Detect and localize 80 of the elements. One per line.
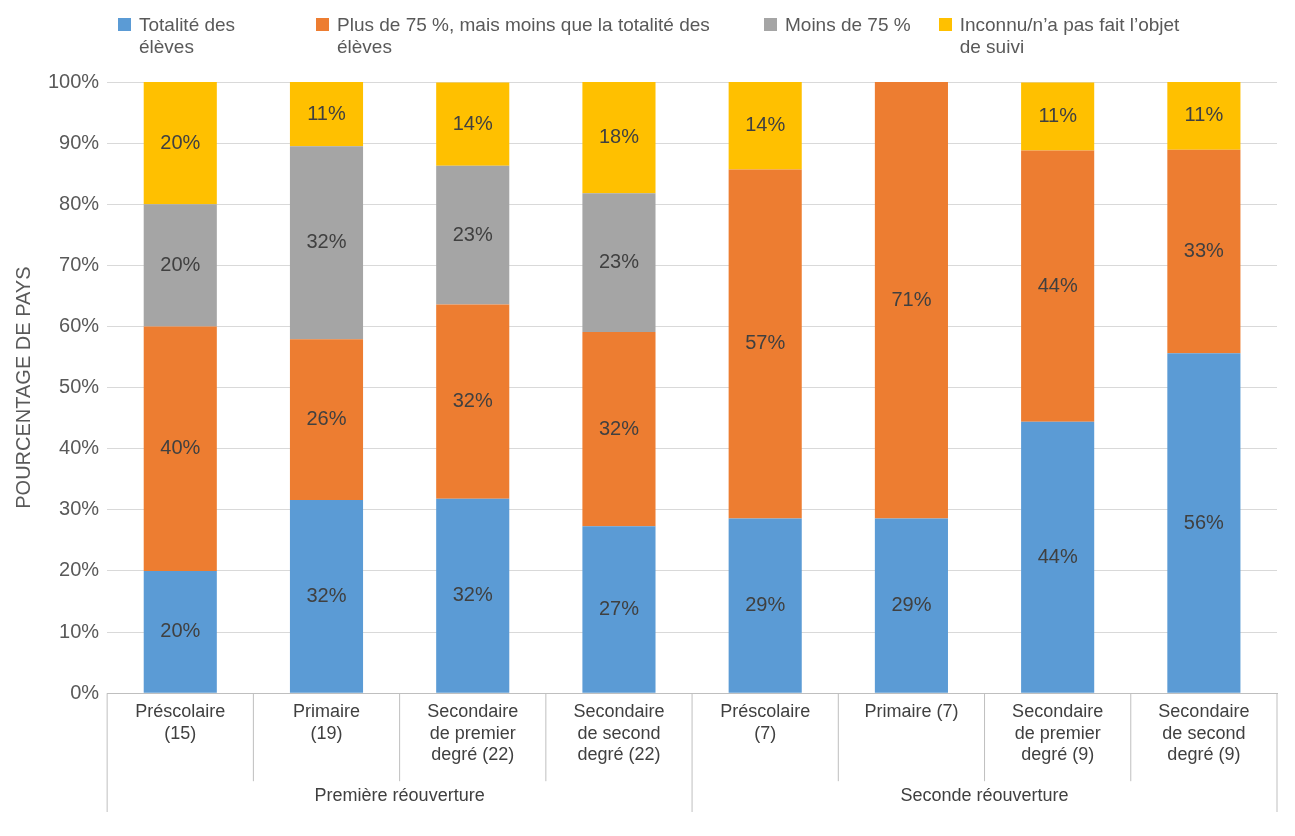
bar [1167, 149, 1241, 354]
bar [436, 165, 510, 305]
bar [1021, 82, 1095, 151]
data-label: 23% [452, 222, 493, 245]
y-tick-label: 90% [59, 130, 100, 153]
bar [582, 193, 656, 332]
data-label: 20% [160, 619, 201, 642]
bar [143, 570, 217, 693]
data-label: 71% [891, 287, 932, 310]
data-label: 11% [307, 101, 346, 124]
data-label: 20% [160, 130, 201, 153]
y-tick-label: 80% [59, 191, 100, 214]
bar [436, 304, 510, 499]
bar [874, 82, 948, 519]
data-label: 40% [160, 436, 201, 459]
bar [289, 146, 364, 340]
bar [1021, 150, 1095, 422]
bar [874, 518, 948, 693]
y-tick-label: 30% [59, 497, 100, 520]
y-tick-label: 70% [59, 252, 100, 275]
bar [436, 82, 510, 166]
bar [582, 82, 656, 194]
x-tick-label: Secondaire de premier degré (22) [427, 700, 519, 765]
x-tick-label: Primaire (19) [292, 700, 361, 743]
x-tick-label: Secondaire de second degré (9) [1158, 700, 1250, 765]
data-label: 23% [598, 250, 640, 273]
data-label: 26% [306, 407, 347, 430]
legend-label: Inconnu/n’a pas fait l’objet de suivi [959, 14, 1181, 58]
data-label: 11% [1038, 104, 1078, 127]
bar [289, 500, 364, 693]
bar [582, 331, 656, 527]
y-tick-label: 100% [48, 69, 100, 92]
bar [143, 82, 217, 205]
bar [143, 326, 217, 571]
y-tick-label: 10% [59, 619, 100, 642]
data-label: 32% [306, 230, 347, 253]
data-label: 32% [452, 389, 493, 412]
legend-label: Plus de 75 %, mais moins que la totalité des élèves [337, 14, 711, 58]
data-label: 18% [598, 125, 640, 148]
data-label: 56% [1183, 510, 1225, 533]
x-tick-label: Préscolaire (15) [135, 700, 226, 743]
data-label: 32% [598, 416, 640, 439]
data-label: 20% [160, 252, 201, 275]
data-label: 11% [1184, 103, 1224, 126]
legend-label: Moins de 75 % [785, 14, 911, 36]
y-tick-label: 60% [59, 314, 100, 336]
legend-label: Totalité des élèves [139, 14, 237, 58]
x-tick-label: Secondaire de premier degré (9) [1012, 700, 1104, 765]
data-label: 44% [1037, 544, 1078, 567]
bar [1167, 82, 1241, 150]
bar [1167, 353, 1241, 693]
data-label: 14% [452, 111, 493, 134]
y-tick-label: 20% [59, 558, 100, 581]
data-label: 29% [745, 593, 786, 616]
y-axis-title: POURCENTAGE DE PAYS [11, 266, 34, 509]
y-tick-label: 40% [59, 436, 100, 459]
bar [728, 169, 802, 519]
data-label: 32% [306, 583, 347, 606]
data-label: 27% [598, 597, 640, 620]
bar [289, 82, 364, 147]
bar [289, 339, 364, 501]
y-tick-label: 0% [70, 680, 100, 703]
data-label: 29% [891, 593, 932, 616]
data-label: 32% [452, 583, 493, 606]
text: Seconde réouverture [900, 784, 1069, 805]
data-label: 33% [1183, 239, 1225, 262]
text: Première réouverture [314, 784, 485, 805]
bar [143, 204, 217, 327]
bar [728, 82, 802, 170]
bar [1021, 421, 1095, 693]
bar [436, 498, 510, 693]
data-label: 14% [745, 113, 786, 136]
x-tick-label: Préscolaire (7) [720, 700, 811, 743]
data-label: 57% [745, 331, 786, 354]
x-tick-label: Primaire (7) [864, 700, 959, 721]
x-tick-label: Secondaire de second degré (22) [573, 700, 665, 765]
y-tick-label: 50% [59, 375, 100, 398]
bar [582, 526, 656, 693]
bar [728, 518, 802, 693]
data-label: 44% [1037, 273, 1078, 296]
